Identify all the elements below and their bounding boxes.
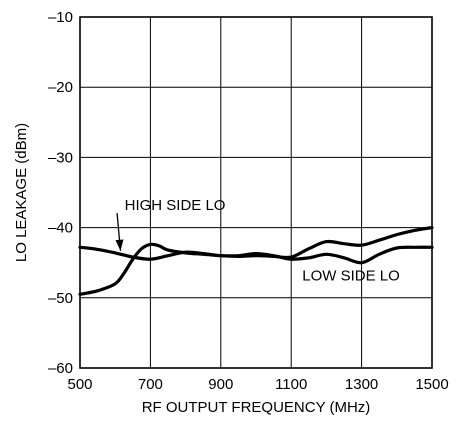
tick-labels: 500 700 900 1100 1300 1500 –10 –20 –30 –40 –50 –60 <box>48 9 449 393</box>
y-axis-label: LO LEAKAGE (dBm) <box>13 123 30 262</box>
x-tick-label: 1500 <box>415 376 448 393</box>
x-tick-label: 500 <box>67 376 92 393</box>
x-tick-label: 1300 <box>345 376 378 393</box>
annotation-low-side-lo: LOW SIDE LO <box>302 267 400 284</box>
annotation-arrowhead <box>115 239 124 251</box>
y-tick-label: –40 <box>48 220 73 237</box>
annotation-high-side-lo: HIGH SIDE LO <box>125 197 226 214</box>
y-tick-label: –10 <box>48 9 73 26</box>
x-tick-label: 1100 <box>275 376 307 393</box>
annotations: HIGH SIDE LO LOW SIDE LO <box>115 197 400 284</box>
y-tick-label: –50 <box>48 290 73 307</box>
series-line-low-side-lo <box>78 242 434 296</box>
x-tick-label: 900 <box>208 376 233 393</box>
x-tick-label: 700 <box>138 376 163 393</box>
grid <box>80 17 432 368</box>
x-axis-label: RF OUTPUT FREQUENCY (MHz) <box>142 399 371 416</box>
series-line-high-side-lo <box>78 226 434 261</box>
y-tick-label: –30 <box>48 149 73 166</box>
series-layer <box>78 226 434 296</box>
y-tick-label: –60 <box>48 360 73 377</box>
plot-frame <box>79 16 433 369</box>
y-tick-label: –20 <box>48 79 73 96</box>
